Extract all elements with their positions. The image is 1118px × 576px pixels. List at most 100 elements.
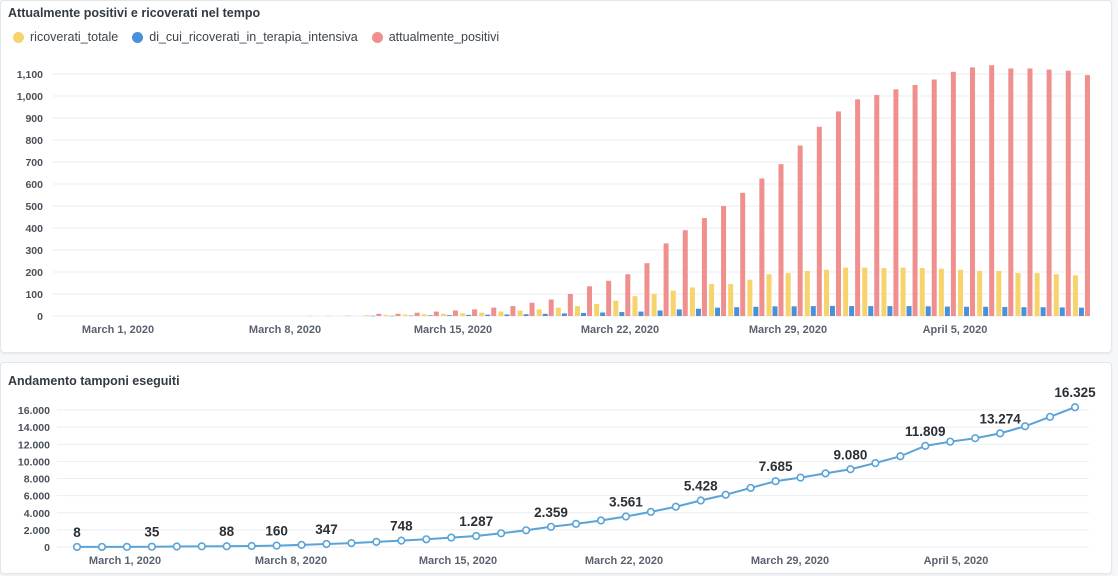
line-point xyxy=(147,542,156,551)
line-point xyxy=(397,536,406,545)
bar-attualmente_positivi xyxy=(452,310,458,316)
bar-ricoverati_totale xyxy=(651,294,657,316)
bar-di_cui_ricoverati_in_terapia_intensiva xyxy=(676,309,682,316)
y-tick-label: 16.000 xyxy=(18,405,50,417)
bar-attualmente_positivi xyxy=(433,311,439,316)
chart-panel-tamponi: Andamento tamponi eseguiti 0 2.000 4.000 6.… xyxy=(0,362,1112,574)
chart-title: Andamento tamponi eseguiti xyxy=(8,374,180,388)
bar-attualmente_positivi xyxy=(1008,68,1014,316)
x-tick-label: April 5, 2020 xyxy=(924,555,989,567)
bar-ricoverati_totale xyxy=(862,267,868,316)
bar-ricoverati_totale xyxy=(1034,273,1040,316)
bar-attualmente_positivi xyxy=(835,111,841,317)
bar-attualmente_positivi xyxy=(472,309,478,316)
line-point xyxy=(621,512,631,521)
bar-ricoverati_totale xyxy=(383,314,389,316)
line-point xyxy=(472,531,481,541)
line-point xyxy=(497,529,506,538)
data-label: 3.561 xyxy=(609,495,643,510)
bar-di_cui_ricoverati_in_terapia_intensiva xyxy=(791,306,797,316)
data-label: 8 xyxy=(73,525,81,540)
chart-panel-positivi: Attualmente positivi e ricoverati nel te… xyxy=(0,0,1112,353)
line-point xyxy=(197,542,206,551)
data-label: 35 xyxy=(144,525,160,540)
x-tick-label: March 29, 2020 xyxy=(749,324,827,336)
bar-di_cui_ricoverati_in_terapia_intensiva xyxy=(695,308,701,316)
bar-ricoverati_totale xyxy=(919,268,925,316)
bar-di_cui_ricoverati_in_terapia_intensiva xyxy=(370,315,376,317)
line-point xyxy=(821,469,830,478)
bar-di_cui_ricoverati_in_terapia_intensiva xyxy=(868,306,874,316)
line-point xyxy=(1070,403,1080,412)
legend-item-positivi[interactable]: attualmente_positivi xyxy=(371,30,500,44)
bar-di_cui_ricoverati_in_terapia_intensiva xyxy=(1078,307,1084,316)
data-label: 9.080 xyxy=(834,447,868,462)
line-point xyxy=(571,519,581,528)
legend-label: di_cui_ricoverati_in_terapia_intensiva xyxy=(149,30,358,44)
line-point xyxy=(946,437,955,446)
bar-ricoverati_totale xyxy=(881,268,887,316)
bar-ricoverati_totale xyxy=(900,267,906,316)
line-point xyxy=(222,542,231,551)
bar-ricoverati_totale xyxy=(689,287,695,316)
x-tick-label: March 1, 2020 xyxy=(89,555,161,567)
y-tick-label: 400 xyxy=(25,223,43,235)
bar-attualmente_positivi xyxy=(1065,70,1071,316)
bar-attualmente_positivi xyxy=(625,274,631,316)
line-point xyxy=(272,541,281,550)
bar-attualmente_positivi xyxy=(931,79,937,316)
line-point xyxy=(247,541,256,551)
bar-di_cui_ricoverati_in_terapia_intensiva xyxy=(619,312,625,316)
y-tick-label: 300 xyxy=(25,245,43,257)
bar-di_cui_ricoverati_in_terapia_intensiva xyxy=(600,312,606,316)
bar-ricoverati_totale xyxy=(766,274,772,316)
chart-title: Attualmente positivi e ricoverati nel te… xyxy=(8,6,261,20)
y-tick-label: 6.000 xyxy=(24,491,50,503)
line-point xyxy=(596,516,606,525)
y-tick-label: 12.000 xyxy=(18,439,50,451)
bar-attualmente_positivi xyxy=(414,312,420,316)
legend-item-terapia[interactable]: di_cui_ricoverati_in_terapia_intensiva xyxy=(132,30,358,44)
legend-label: attualmente_positivi xyxy=(388,30,500,44)
bar-di_cui_ricoverati_in_terapia_intensiva xyxy=(1002,306,1008,316)
bar-attualmente_positivi xyxy=(548,299,554,316)
legend-dot-icon xyxy=(13,31,24,43)
bar-attualmente_positivi xyxy=(950,71,956,316)
bar-ricoverati_totale xyxy=(747,279,753,316)
data-label: 160 xyxy=(265,524,288,539)
line-point xyxy=(746,483,755,493)
bar-di_cui_ricoverati_in_terapia_intensiva xyxy=(466,314,472,316)
x-tick-label: March 8, 2020 xyxy=(255,555,327,567)
bar-attualmente_positivi xyxy=(529,302,535,316)
y-tick-label: 0 xyxy=(37,311,43,323)
bar-ricoverati_totale xyxy=(728,284,734,316)
bar-ricoverati_totale xyxy=(402,314,408,316)
y-tick-label: 0 xyxy=(44,542,50,554)
data-label: 347 xyxy=(315,522,338,537)
bar-ricoverati_totale xyxy=(1015,273,1021,316)
bar-ricoverati_totale xyxy=(440,313,446,316)
bar-ricoverati_totale xyxy=(938,268,944,316)
line-point xyxy=(122,542,131,551)
bar-di_cui_ricoverati_in_terapia_intensiva xyxy=(829,305,835,316)
line-point xyxy=(297,540,306,549)
y-tick-label: 100 xyxy=(25,289,43,301)
bar-ricoverati_totale xyxy=(785,273,791,316)
line-point xyxy=(996,429,1005,438)
y-tick-label: 900 xyxy=(25,113,43,125)
line-point xyxy=(721,490,730,499)
bar-di_cui_ricoverati_in_terapia_intensiva xyxy=(983,306,989,316)
line-point xyxy=(97,542,107,552)
line-point xyxy=(771,477,780,486)
y-tick-label: 14.000 xyxy=(18,422,50,434)
legend-item-ricoverati[interactable]: ricoverati_totale xyxy=(13,30,118,44)
bar-ricoverati_totale xyxy=(498,311,504,316)
bar-attualmente_positivi xyxy=(989,65,995,316)
bar-di_cui_ricoverati_in_terapia_intensiva xyxy=(504,314,510,316)
bar-ricoverati_totale xyxy=(823,269,829,316)
y-tick-label: 10.000 xyxy=(18,456,50,468)
bar-di_cui_ricoverati_in_terapia_intensiva xyxy=(446,315,452,316)
bar-attualmente_positivi xyxy=(587,286,592,316)
line-point xyxy=(696,496,705,505)
line-point xyxy=(921,441,930,450)
